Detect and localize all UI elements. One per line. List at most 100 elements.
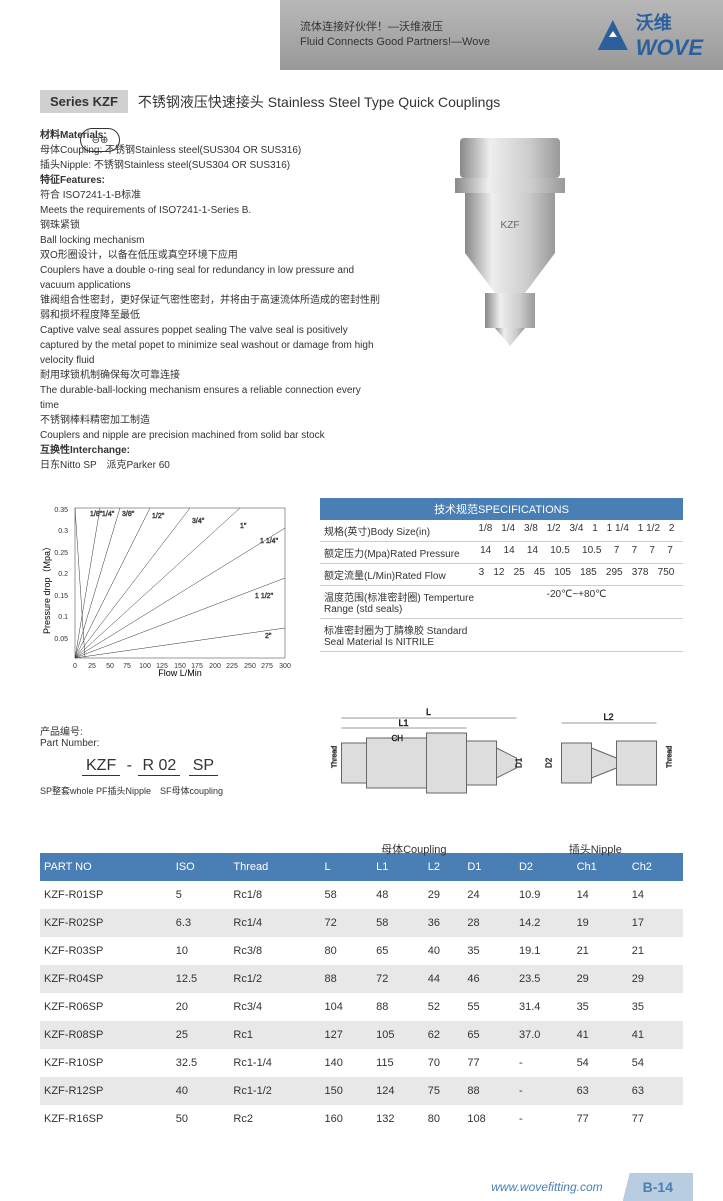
table-cell: Rc1/4: [229, 909, 320, 937]
table-header-cell: ISO: [172, 853, 230, 881]
table-cell: 88: [372, 993, 424, 1021]
diagram-nipple-label: 插头Nipple: [569, 841, 622, 857]
table-cell: KZF-R06SP: [40, 993, 172, 1021]
dimensional-diagram: L L1 CH L2 Thread Thread D1 D2 母体Couplin…: [320, 693, 683, 833]
table-cell: 105: [372, 1021, 424, 1049]
svg-text:0.1: 0.1: [58, 614, 68, 621]
diagram-coupling-label: 母体Coupling: [381, 841, 446, 857]
table-cell: -: [515, 1077, 573, 1105]
product-photo: KZF: [400, 128, 640, 348]
svg-text:25: 25: [88, 663, 96, 670]
table-cell: 31.4: [515, 993, 573, 1021]
table-cell: 50: [172, 1105, 230, 1133]
page-title: 不锈钢液压快速接头 Stainless Steel Type Quick Cou…: [138, 92, 500, 112]
table-header-row: PART NOISOThreadLL1L2D1D2Ch1Ch2: [40, 853, 683, 881]
svg-text:150: 150: [174, 663, 186, 670]
feature-item: 符合 ISO7241-1-B标准: [40, 188, 380, 203]
table-cell: 52: [424, 993, 464, 1021]
page-header: 流体连接好伙伴！—沃维液压 Fluid Connects Good Partne…: [280, 0, 723, 70]
table-cell: 35: [573, 993, 628, 1021]
interchange-heading: 互换性Interchange:: [40, 445, 130, 456]
spec-label: 温度范围(标准密封圈) Temperture Range (std seals): [324, 589, 474, 615]
materials-features-text: ⊖⊕ 材料Materials: 母体Coupling: 不锈钢Stainless…: [40, 128, 380, 473]
svg-text:1 1/2": 1 1/2": [255, 593, 274, 600]
spec-vals: 1/81/43/81/23/411 1/41 1/22: [474, 523, 679, 538]
table-cell: 28: [463, 909, 515, 937]
table-cell: 35: [463, 937, 515, 965]
features-heading: 特征Features:: [40, 175, 105, 186]
materials-line1: 母体Coupling: 不锈钢Stainless steel(SUS304 OR…: [40, 145, 301, 156]
table-cell: Rc1/8: [229, 881, 320, 909]
table-cell: 35: [628, 993, 683, 1021]
table-cell: 44: [424, 965, 464, 993]
table-cell: 19: [573, 909, 628, 937]
table-header-cell: PART NO: [40, 853, 172, 881]
table-cell: 63: [573, 1077, 628, 1105]
title-row: Series KZF 不锈钢液压快速接头 Stainless Steel Typ…: [40, 90, 683, 113]
header-tagline: 流体连接好伙伴！—沃维液压 Fluid Connects Good Partne…: [300, 20, 490, 51]
table-cell: 88: [463, 1077, 515, 1105]
svg-text:225: 225: [226, 663, 238, 670]
spec-row: 额定流量(L/Min)Rated Flow3122545105185295378…: [320, 564, 683, 586]
features-list: 符合 ISO7241-1-B标准Meets the requirements o…: [40, 188, 380, 443]
feature-item: 锥阀组合性密封，更好保证气密性密封，并将由于高速流体所造成的密封性削弱和损坏程度…: [40, 293, 380, 323]
pn-label-en: Part Number:: [40, 738, 300, 749]
svg-text:0.15: 0.15: [54, 593, 68, 600]
table-cell: 41: [573, 1021, 628, 1049]
table-cell: Rc1-1/2: [229, 1077, 320, 1105]
feature-item: Couplers and nipple are precision machin…: [40, 428, 380, 443]
table-cell: 29: [573, 965, 628, 993]
table-cell: 70: [424, 1049, 464, 1077]
svg-text:0: 0: [73, 663, 77, 670]
svg-text:0.3: 0.3: [58, 528, 68, 535]
table-cell: 29: [424, 881, 464, 909]
page-content: Series KZF 不锈钢液压快速接头 Stainless Steel Typ…: [0, 70, 723, 1153]
series-badge: Series KZF: [40, 90, 128, 113]
svg-text:1/8": 1/8": [90, 511, 103, 518]
spec-rows: 规格(英寸)Body Size(in)1/81/43/81/23/411 1/4…: [320, 520, 683, 652]
table-cell: 6.3: [172, 909, 230, 937]
table-cell: Rc1: [229, 1021, 320, 1049]
table-cell: 40: [424, 937, 464, 965]
table-cell: 36: [424, 909, 464, 937]
table-row: KZF-R16SP50Rc216013280108-7777: [40, 1105, 683, 1133]
table-header-cell: D2: [515, 853, 573, 881]
table-cell: 88: [320, 965, 372, 993]
table-cell: KZF-R10SP: [40, 1049, 172, 1077]
table-cell: 40: [172, 1077, 230, 1105]
table-cell: 10.9: [515, 881, 573, 909]
table-cell: 14.2: [515, 909, 573, 937]
table-cell: 140: [320, 1049, 372, 1077]
svg-text:Thread: Thread: [667, 746, 674, 768]
table-cell: 104: [320, 993, 372, 1021]
table-row: KZF-R01SP5Rc1/85848292410.91414: [40, 881, 683, 909]
table-cell: KZF-R08SP: [40, 1021, 172, 1049]
table-row: KZF-R10SP32.5Rc1-1/41401157077-5454: [40, 1049, 683, 1077]
table-cell: KZF-R01SP: [40, 881, 172, 909]
table-cell: 124: [372, 1077, 424, 1105]
table-row: KZF-R08SP25Rc1127105626537.04141: [40, 1021, 683, 1049]
table-cell: 65: [463, 1021, 515, 1049]
table-cell: 80: [320, 937, 372, 965]
table-cell: 19.1: [515, 937, 573, 965]
table-cell: 32.5: [172, 1049, 230, 1077]
table-cell: 29: [628, 965, 683, 993]
feature-item: 不锈钢棒料精密加工制造: [40, 413, 380, 428]
table-cell: 65: [372, 937, 424, 965]
table-cell: 46: [463, 965, 515, 993]
spec-label: 标准密封圈为丁腈橡胶 Standard Seal Material Is NIT…: [324, 622, 474, 648]
brand-en: WOVE: [636, 35, 703, 61]
table-cell: 10: [172, 937, 230, 965]
table-cell: 14: [628, 881, 683, 909]
svg-text:3/4": 3/4": [192, 518, 205, 525]
table-header-cell: L1: [372, 853, 424, 881]
svg-text:1/2": 1/2": [152, 513, 165, 520]
table-cell: 55: [463, 993, 515, 1021]
svg-text:0.05: 0.05: [54, 636, 68, 643]
table-row: KZF-R02SP6.3Rc1/47258362814.21917: [40, 909, 683, 937]
spec-row: 标准密封圈为丁腈橡胶 Standard Seal Material Is NIT…: [320, 619, 683, 652]
spec-row: 规格(英寸)Body Size(in)1/81/43/81/23/411 1/4…: [320, 520, 683, 542]
page-number: B-14: [623, 1173, 693, 1201]
table-cell: KZF-R02SP: [40, 909, 172, 937]
table-cell: 17: [628, 909, 683, 937]
